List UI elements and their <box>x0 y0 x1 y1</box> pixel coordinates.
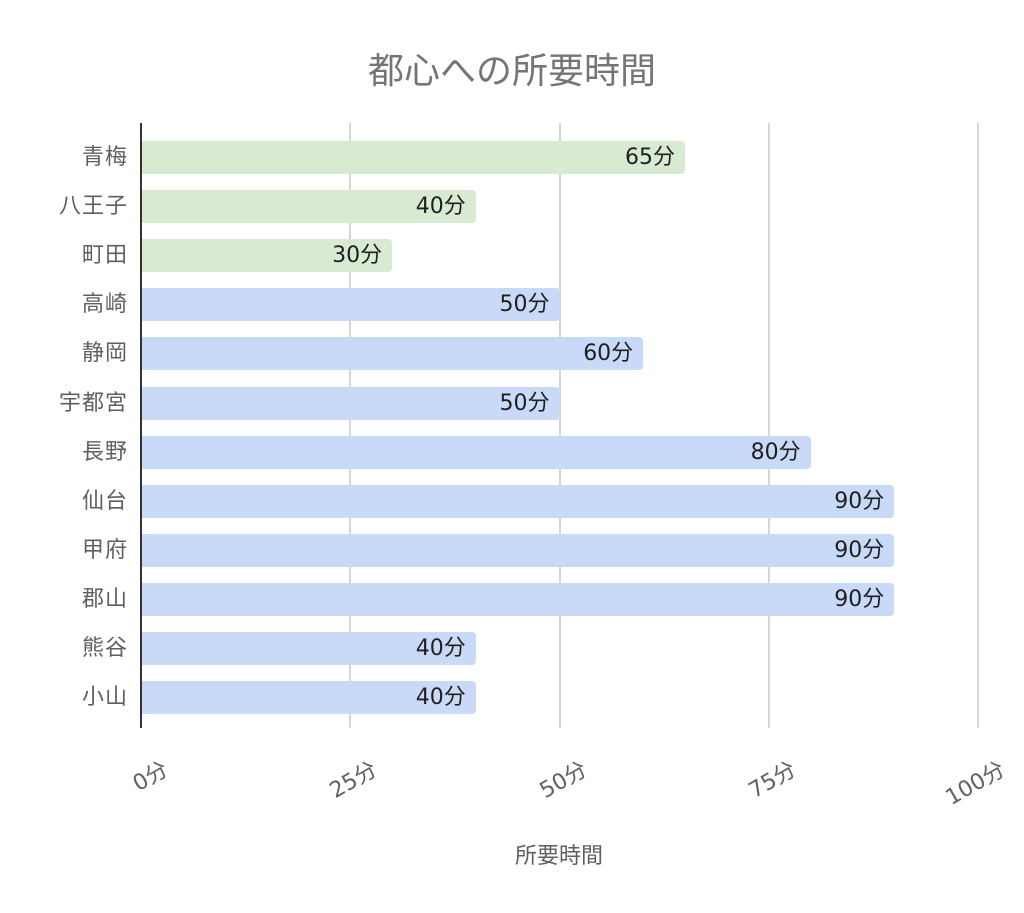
bar-value-label: 90分 <box>834 586 885 612</box>
gridline <box>977 123 979 728</box>
x-tick-label: 25分 <box>325 757 382 804</box>
x-tick-label: 75分 <box>744 757 801 804</box>
category-label: 小山 <box>81 685 128 711</box>
bar: 30分 <box>141 239 393 273</box>
x-tick-label: 0分 <box>128 757 173 797</box>
category-label: 甲府 <box>81 537 128 563</box>
category-label: 青梅 <box>81 145 128 170</box>
bar: 65分 <box>141 141 686 174</box>
gridline <box>558 123 561 728</box>
gridline <box>767 123 770 728</box>
bar-value-label: 40分 <box>415 685 466 711</box>
bar: 60分 <box>141 337 644 371</box>
bar: 90分 <box>141 484 895 518</box>
bar: 50分 <box>141 386 560 420</box>
bar-value-label: 80分 <box>750 439 801 465</box>
category-label: 仙台 <box>81 488 128 514</box>
bar-value-label: 60分 <box>583 341 634 367</box>
category-label: 熊谷 <box>81 636 128 661</box>
bar-value-label: 30分 <box>332 243 383 269</box>
x-tick-label: 100分 <box>941 757 1010 811</box>
bar-value-label: 40分 <box>415 636 466 661</box>
chart-title: 都心への所要時間 <box>367 51 656 92</box>
x-tick-label: 50分 <box>535 757 591 804</box>
x-axis-label: 所要時間 <box>514 844 603 869</box>
bar-value-label: 65分 <box>625 145 676 170</box>
plot-area: 65分 40分 30分 50分 60分 50分 80分 90分 90分 90分 40分 40分 <box>140 123 979 728</box>
category-label: 高崎 <box>81 292 128 318</box>
bar-value-label: 90分 <box>834 537 885 563</box>
bar: 50分 <box>141 288 560 322</box>
bar: 40分 <box>141 632 476 665</box>
bar: 40分 <box>141 190 476 224</box>
bar: 80分 <box>141 435 811 469</box>
gridline <box>349 123 352 728</box>
bar-value-label: 90分 <box>834 488 885 514</box>
category-label: 静岡 <box>81 341 128 367</box>
bar-value-label: 50分 <box>499 292 550 318</box>
category-label: 長野 <box>81 439 128 465</box>
bar: 40分 <box>141 681 476 715</box>
y-axis-line <box>140 123 142 728</box>
bar: 90分 <box>141 533 895 567</box>
category-label: 八王子 <box>58 194 128 220</box>
category-label: 郡山 <box>81 586 128 612</box>
category-label: 宇都宮 <box>58 390 128 416</box>
bar: 90分 <box>141 582 895 616</box>
category-label: 町田 <box>81 243 128 269</box>
bar-value-label: 40分 <box>415 194 466 220</box>
bar-value-label: 50分 <box>499 390 550 416</box>
